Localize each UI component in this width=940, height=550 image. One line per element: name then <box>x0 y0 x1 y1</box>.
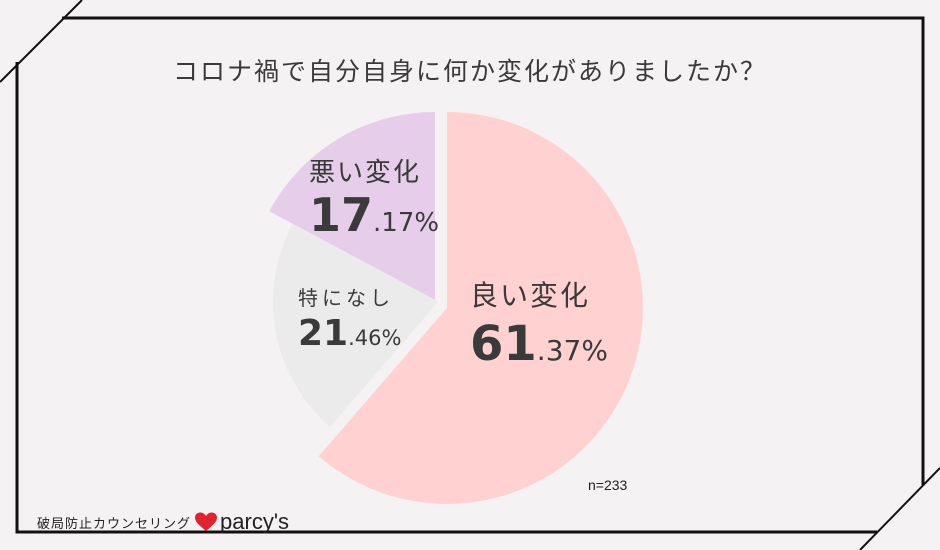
label-none-value: 21.46% <box>298 313 402 354</box>
slice-good <box>318 112 643 504</box>
label-good-name: 良い変化 <box>470 279 591 312</box>
label-good: 良い変化 61.37% <box>470 279 608 372</box>
label-none: 特になし 21.46% <box>298 288 401 352</box>
label-good-value: 61.37% <box>470 316 608 372</box>
chart-title: コロナ禍で自分自身に何か変化がありましたか？ <box>172 57 767 86</box>
footer-brand: 破局防止カウンセリング parcy's <box>37 511 289 533</box>
label-bad-value: 17.17% <box>309 188 440 242</box>
label-none-name: 特になし <box>298 286 394 310</box>
footer-text: 破局防止カウンセリング <box>37 516 192 532</box>
sample-size: n=233 <box>588 477 628 493</box>
label-bad: 悪い変化 17.17% <box>309 160 439 238</box>
label-bad-name: 悪い変化 <box>309 158 422 188</box>
slice-none <box>273 224 438 427</box>
slice-bad <box>269 112 435 300</box>
brand-logo: parcy's <box>220 509 290 534</box>
heart-icon <box>195 512 218 531</box>
